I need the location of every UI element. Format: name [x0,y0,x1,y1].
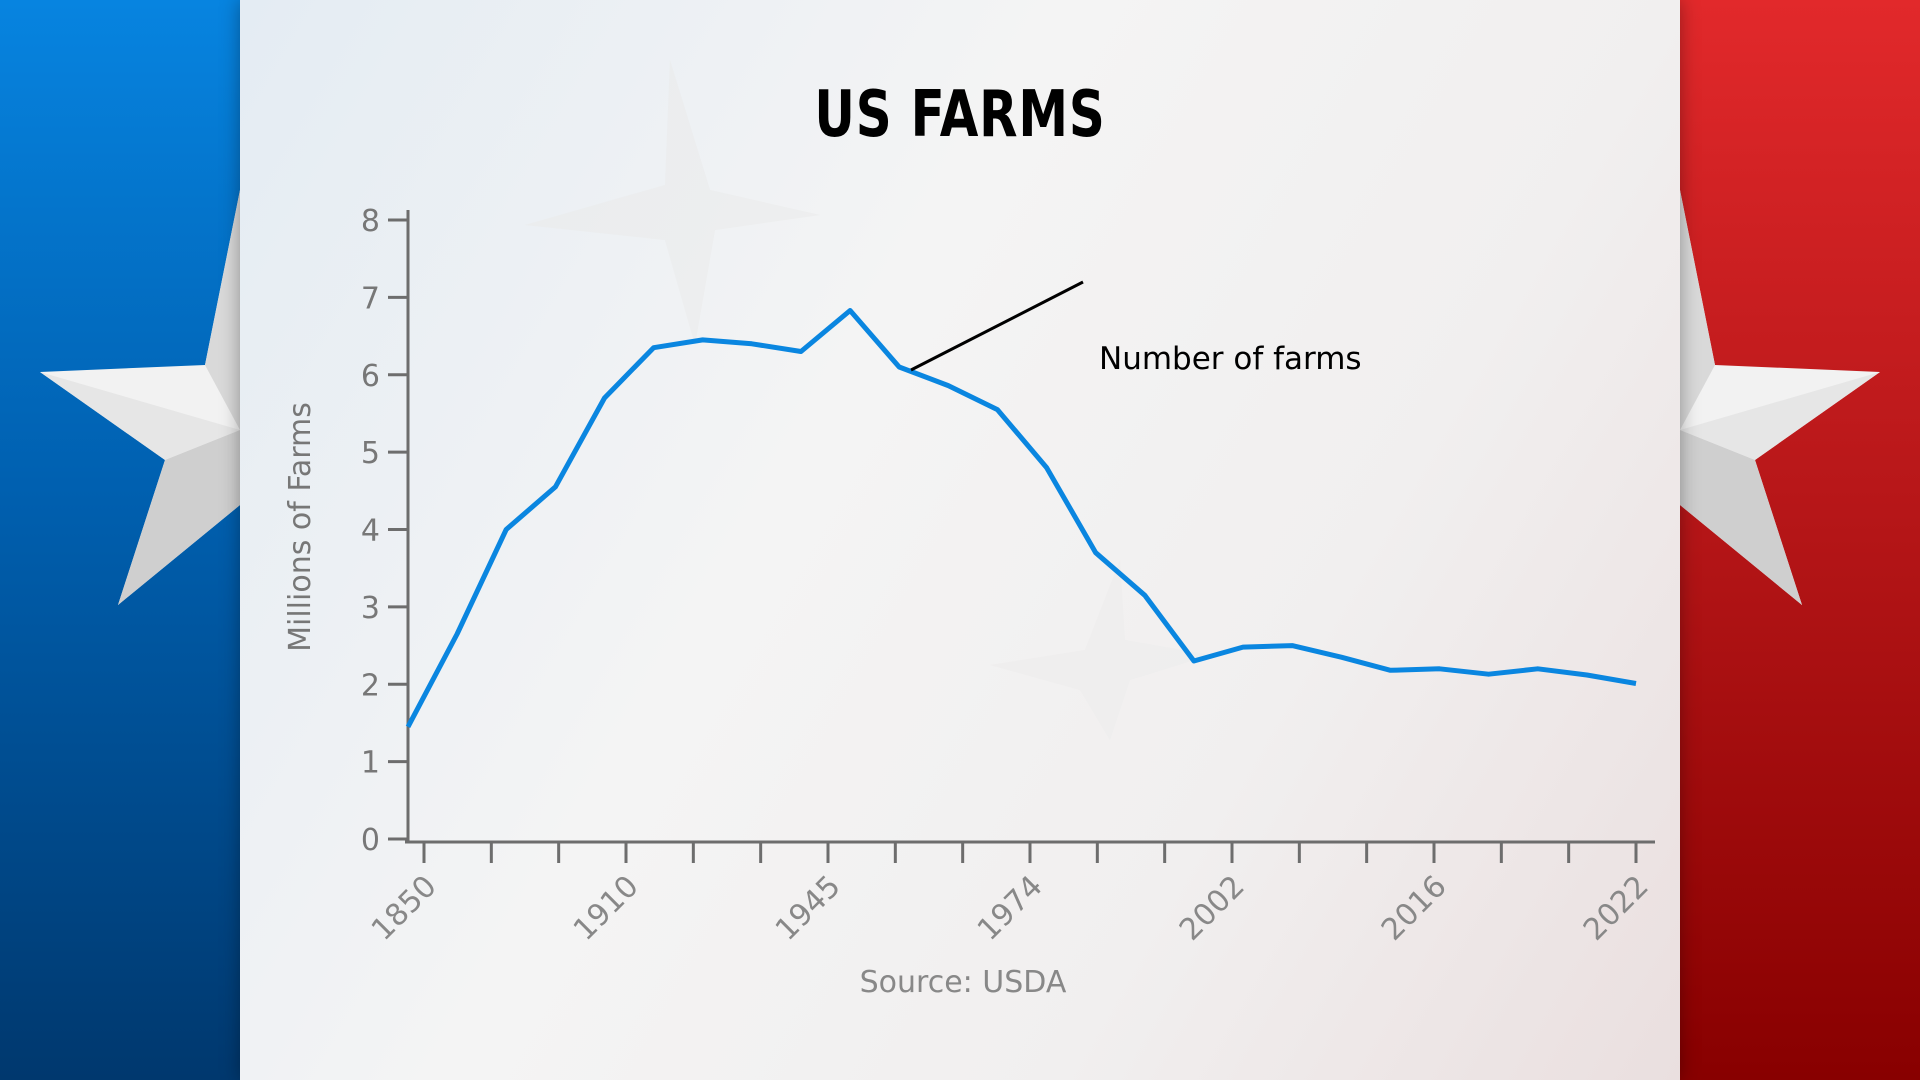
x-tick-label: 1974 [971,869,1050,948]
line-chart: 0 1 2 3 4 5 6 7 8 1850 1910 1945 1974 2002 2016 2022 M… [283,60,1656,1000]
chart-panel: US FARMS 0 1 2 3 4 5 6 7 8 1850 1910 1945 1974 2002 2… [240,0,1680,1080]
x-axis: 1850 1910 1945 1974 2002 2016 2022 [365,840,1656,948]
right-flag-band [1680,0,1920,1080]
left-star-icon [40,190,240,605]
series-annotation-leader [910,280,1084,372]
x-tick-label: 1850 [365,869,444,948]
y-tick-label: 0 [361,823,380,858]
background-stars [525,60,1210,740]
y-tick-label: 6 [361,359,380,394]
chart-source: Source: USDA [860,965,1067,1000]
y-tick-label: 1 [361,746,380,781]
y-tick-label: 5 [361,436,380,471]
chart-title: US FARMS [814,78,1106,152]
y-axis-label: Millions of Farms [283,402,318,652]
right-star-icon [1680,190,1880,605]
farms-series-line [405,308,1637,728]
y-tick-label: 4 [361,514,380,549]
x-tick-label: 2022 [1577,869,1656,948]
left-flag-band [0,0,240,1080]
y-tick-label: 7 [361,281,380,316]
series-annotation-label: Number of farms [1099,341,1362,377]
y-tick-label: 2 [361,668,380,703]
x-tick-label: 1945 [769,869,848,948]
x-tick-label: 2002 [1173,869,1252,948]
x-tick-label: 1910 [567,869,646,948]
y-tick-label: 8 [361,204,380,239]
y-axis: 0 1 2 3 4 5 6 7 8 [361,204,410,858]
y-tick-label: 3 [361,591,380,626]
x-tick-label: 2016 [1375,869,1454,948]
